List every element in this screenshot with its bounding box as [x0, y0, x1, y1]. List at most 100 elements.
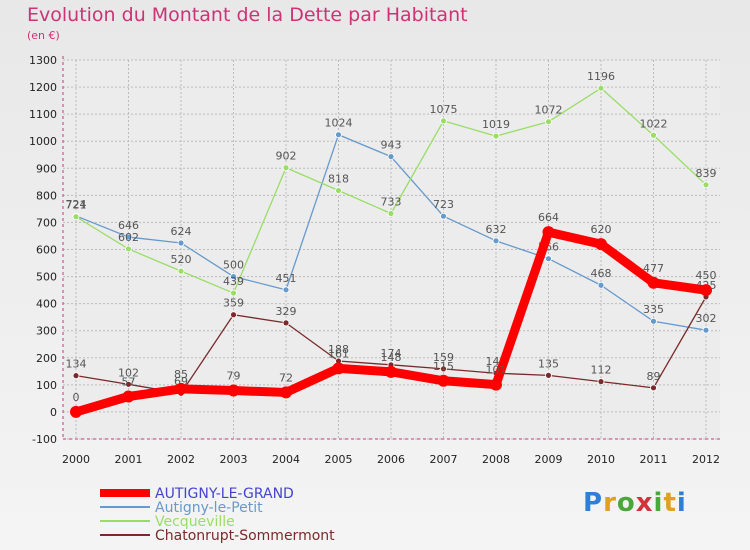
data-point: [125, 380, 132, 388]
data-point: [702, 181, 710, 189]
x-tick-label: 2006: [377, 453, 405, 466]
y-tick-label: 300: [36, 325, 57, 338]
data-label: 664: [538, 211, 559, 224]
data-point: [332, 362, 345, 375]
data-label: 102: [118, 366, 139, 379]
x-tick-label: 2005: [325, 453, 353, 466]
data-point: [70, 405, 82, 418]
data-point: [125, 233, 132, 241]
data-point: [335, 187, 342, 194]
brand-letter: x: [635, 488, 654, 518]
data-point: [597, 84, 605, 92]
brand-letter: o: [616, 488, 636, 518]
y-tick-label: 900: [36, 162, 57, 175]
data-point: [597, 281, 605, 289]
data-label: 943: [381, 139, 402, 152]
data-point: [650, 131, 657, 139]
y-tick-label: 0: [50, 406, 57, 419]
y-tick-label: 100: [36, 379, 57, 392]
data-label: 161: [328, 347, 349, 360]
data-label: 57: [122, 375, 136, 388]
data-label: 115: [433, 360, 454, 373]
data-point: [440, 117, 447, 125]
data-point: [280, 386, 292, 399]
data-label: 1019: [482, 118, 510, 131]
y-tick-label: 700: [36, 216, 57, 229]
data-label: 818: [328, 172, 349, 185]
data-point: [650, 384, 657, 392]
data-label: 159: [433, 351, 454, 364]
data-label: 468: [591, 267, 612, 280]
data-point: [230, 311, 237, 319]
data-label: 335: [643, 303, 664, 316]
data-label: 733: [381, 195, 402, 208]
data-point: [545, 255, 552, 263]
data-label: 174: [381, 347, 402, 360]
data-point: [440, 212, 447, 220]
x-tick-label: 2007: [430, 453, 458, 466]
data-point: [122, 390, 135, 403]
data-point: [647, 276, 660, 289]
data-label: 329: [276, 305, 297, 318]
data-point: [545, 118, 552, 126]
data-point: [385, 365, 397, 378]
data-point: [492, 132, 500, 140]
y-tick-label: 600: [36, 244, 57, 257]
data-point: [595, 238, 607, 251]
y-tick-label: 1100: [29, 108, 57, 121]
data-point: [440, 365, 447, 373]
data-label: 902: [276, 150, 297, 163]
x-tick-label: 2008: [482, 453, 510, 466]
x-tick-label: 2001: [115, 453, 143, 466]
data-label: 1022: [640, 117, 668, 130]
legend-label: Vecqueville: [155, 514, 235, 530]
data-point: [282, 164, 290, 172]
brand-letter: t: [663, 488, 677, 518]
data-point: [700, 284, 712, 297]
x-tick-label: 2010: [587, 453, 615, 466]
data-label: 839: [696, 167, 717, 180]
y-tick-label: -100: [32, 433, 57, 446]
brand-letter: i: [653, 488, 664, 518]
data-label: 624: [171, 225, 192, 238]
data-label: 520: [171, 253, 192, 266]
data-point: [72, 372, 80, 380]
y-tick-label: 1200: [29, 81, 57, 94]
data-point: [702, 326, 710, 334]
y-tick-label: 400: [36, 298, 57, 311]
data-label: 89: [647, 370, 661, 383]
data-point: [177, 267, 185, 275]
data-point: [72, 213, 80, 221]
data-label: 72: [279, 371, 293, 384]
data-point: [387, 210, 395, 217]
data-label: 0: [73, 391, 80, 404]
data-label: 302: [696, 312, 717, 325]
data-point: [282, 286, 290, 294]
data-label: 1196: [587, 70, 615, 83]
data-label: 439: [223, 275, 244, 288]
data-point: [387, 153, 395, 161]
data-label: 724: [66, 198, 87, 211]
data-label: 477: [643, 262, 664, 275]
data-label: 1072: [535, 104, 563, 117]
data-point: [282, 319, 290, 327]
data-label: 359: [223, 297, 244, 310]
y-tick-label: 200: [36, 352, 57, 365]
brand-letter: i: [676, 488, 687, 518]
data-point: [597, 378, 605, 386]
x-tick-label: 2004: [272, 453, 300, 466]
data-point: [227, 384, 240, 397]
legend-label: Chatonrupt-Sommermont: [155, 528, 335, 544]
data-label: 79: [227, 370, 241, 383]
legend-label: AUTIGNY-LE-GRAND: [155, 486, 294, 502]
data-label: 85: [174, 368, 188, 381]
data-label: 721: [66, 199, 87, 212]
x-tick-label: 2002: [167, 453, 195, 466]
data-label: 620: [591, 223, 612, 236]
data-point: [230, 273, 237, 280]
data-label: 1024: [325, 117, 353, 130]
data-point: [545, 371, 552, 379]
data-point: [650, 317, 657, 325]
